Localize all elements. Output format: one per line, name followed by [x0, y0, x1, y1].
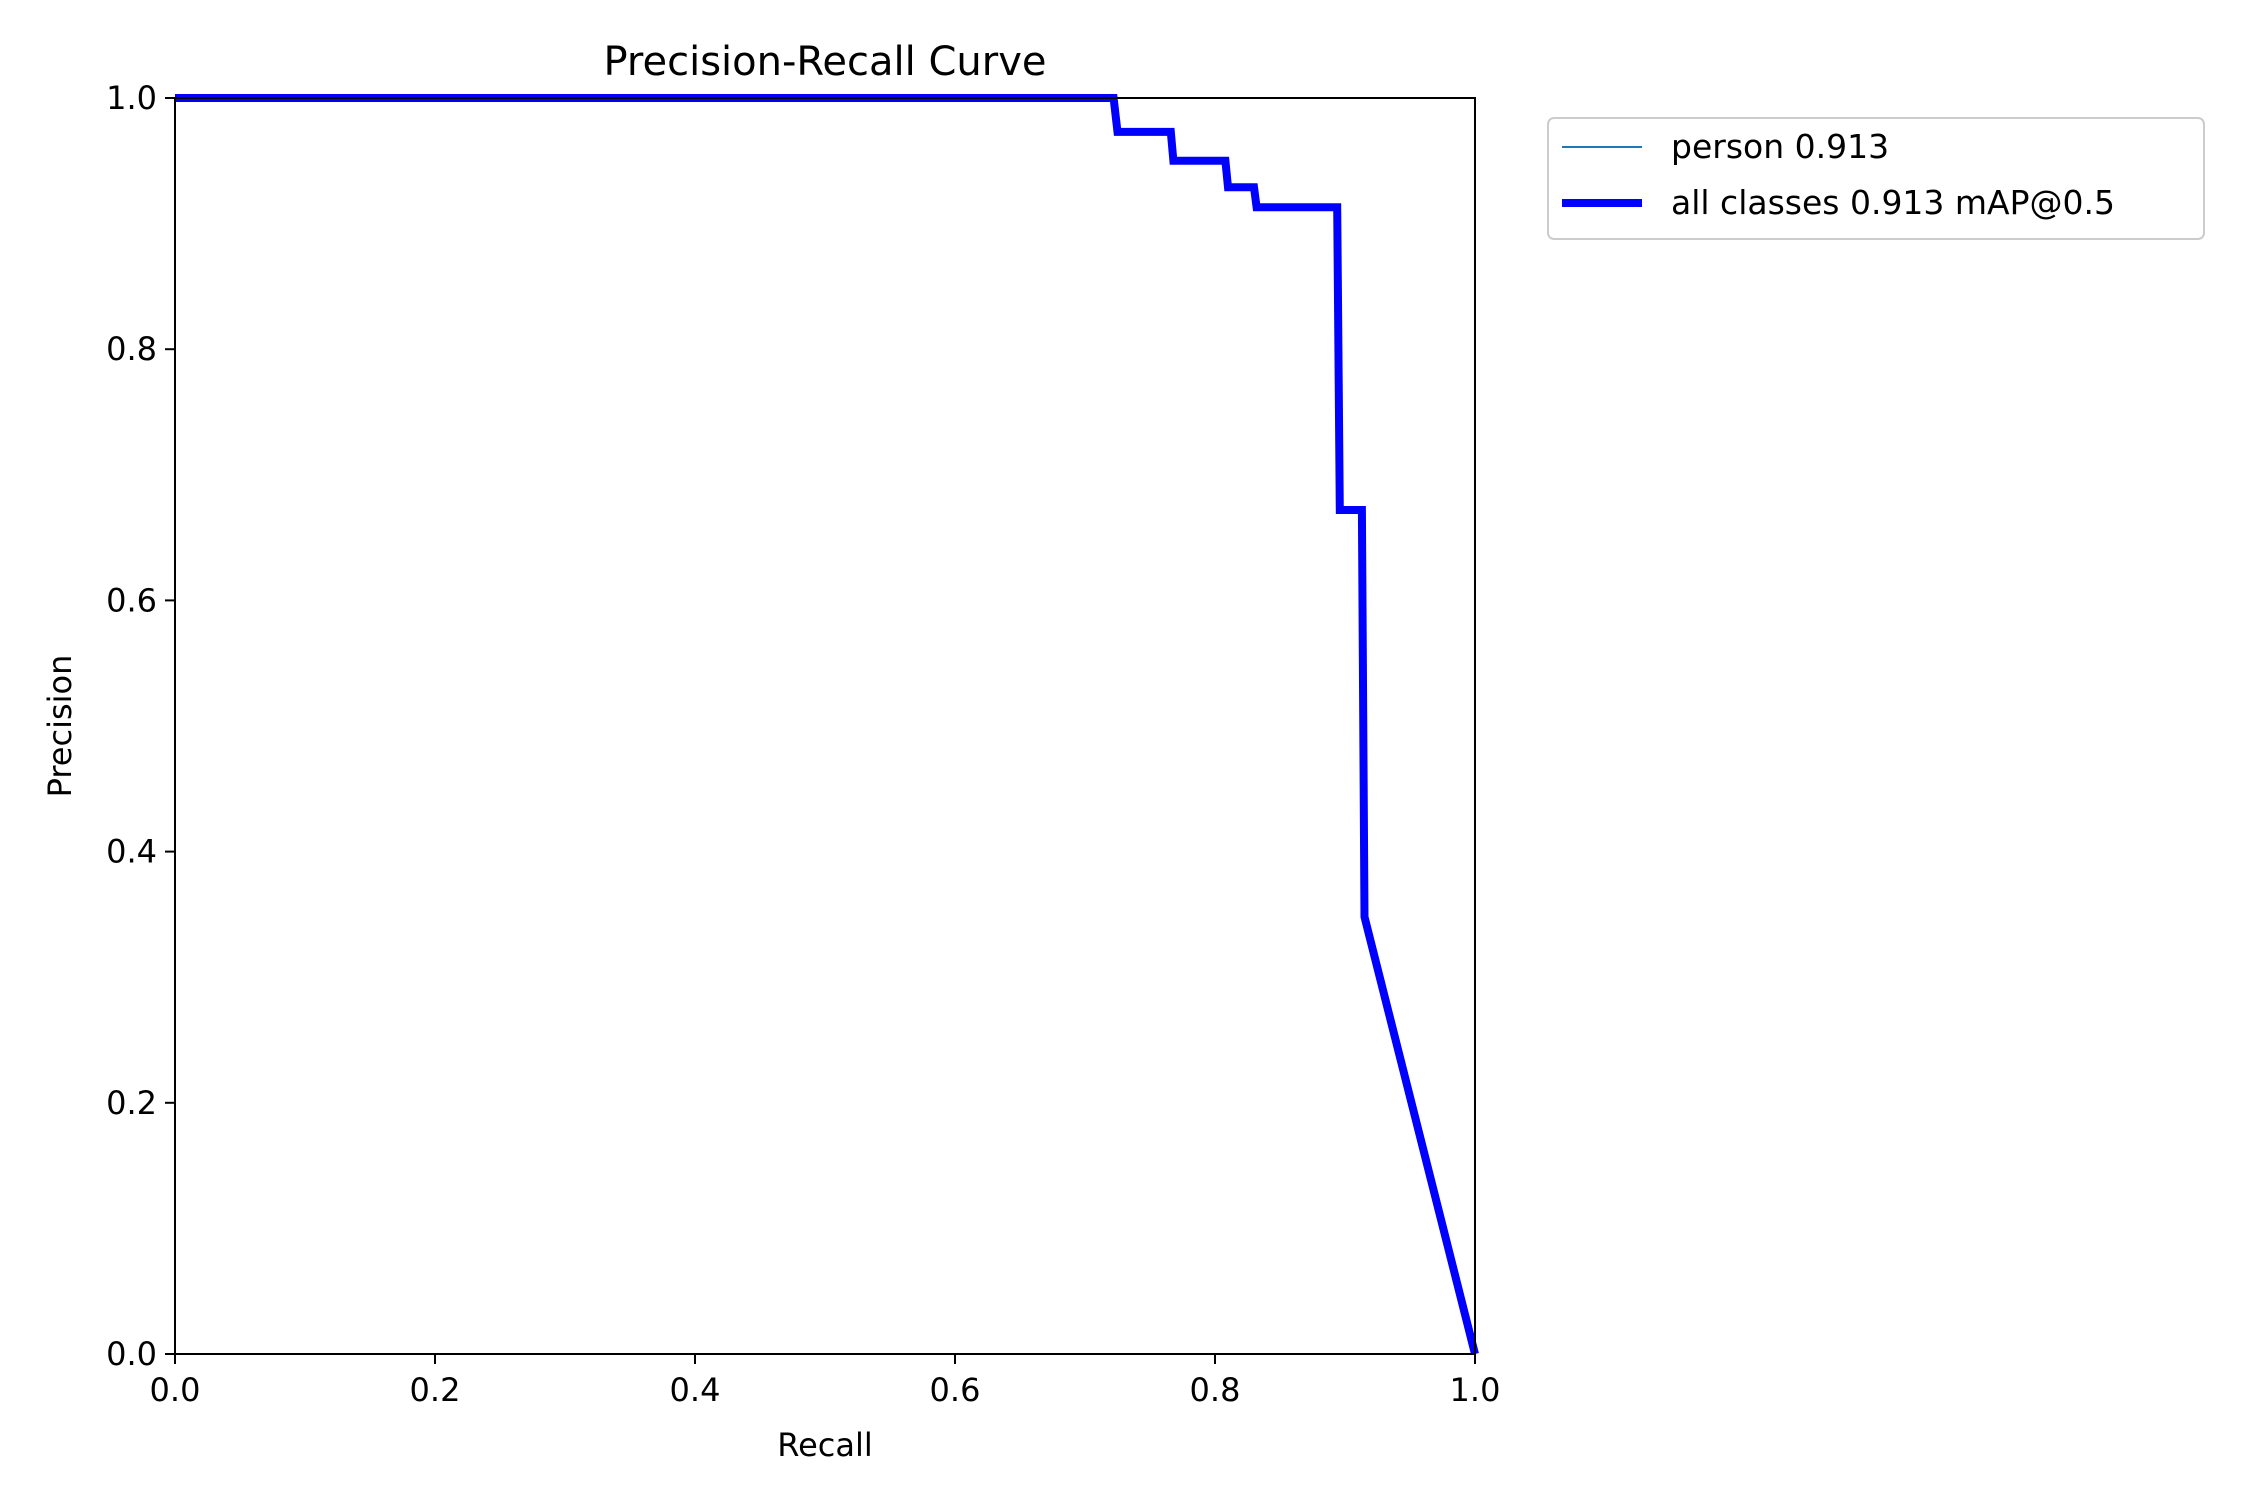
- y-tick-label: 1.0: [106, 79, 157, 117]
- y-tick-label: 0.8: [106, 330, 157, 368]
- y-axis-title: Precision: [41, 655, 79, 798]
- plot-frame: [174, 97, 1476, 1355]
- x-tick-label: 0.0: [150, 1371, 201, 1409]
- legend-box: [1547, 117, 2205, 240]
- chart-title: Precision-Recall Curve: [604, 39, 1047, 85]
- series-line-2: [175, 94, 1479, 1355]
- y-tick-label: 0.4: [106, 833, 157, 871]
- x-tick-label: 0.2: [410, 1371, 461, 1409]
- x-tick-label: 1.0: [1450, 1371, 1501, 1409]
- legend: person 0.913 all classes 0.913 mAP@0.5: [1547, 117, 2205, 240]
- x-tick-label: 0.4: [670, 1371, 721, 1409]
- y-tick-label: 0.6: [106, 581, 157, 619]
- legend-label-1: person 0.913: [1671, 127, 1889, 166]
- y-tick-label: 0.0: [106, 1335, 157, 1373]
- series-layer: [175, 94, 1479, 1355]
- x-tick-label: 0.6: [930, 1371, 981, 1409]
- x-tick-label: 0.8: [1190, 1371, 1241, 1409]
- x-axis: 0.0 0.2 0.4 0.6 0.8 1.0: [150, 1354, 1501, 1409]
- y-axis: 0.0 0.2 0.4 0.6 0.8 1.0: [106, 79, 175, 1373]
- y-tick-label: 0.2: [106, 1084, 157, 1122]
- legend-label-2: all classes 0.913 mAP@0.5: [1671, 183, 2115, 222]
- x-axis-title: Recall: [777, 1426, 872, 1464]
